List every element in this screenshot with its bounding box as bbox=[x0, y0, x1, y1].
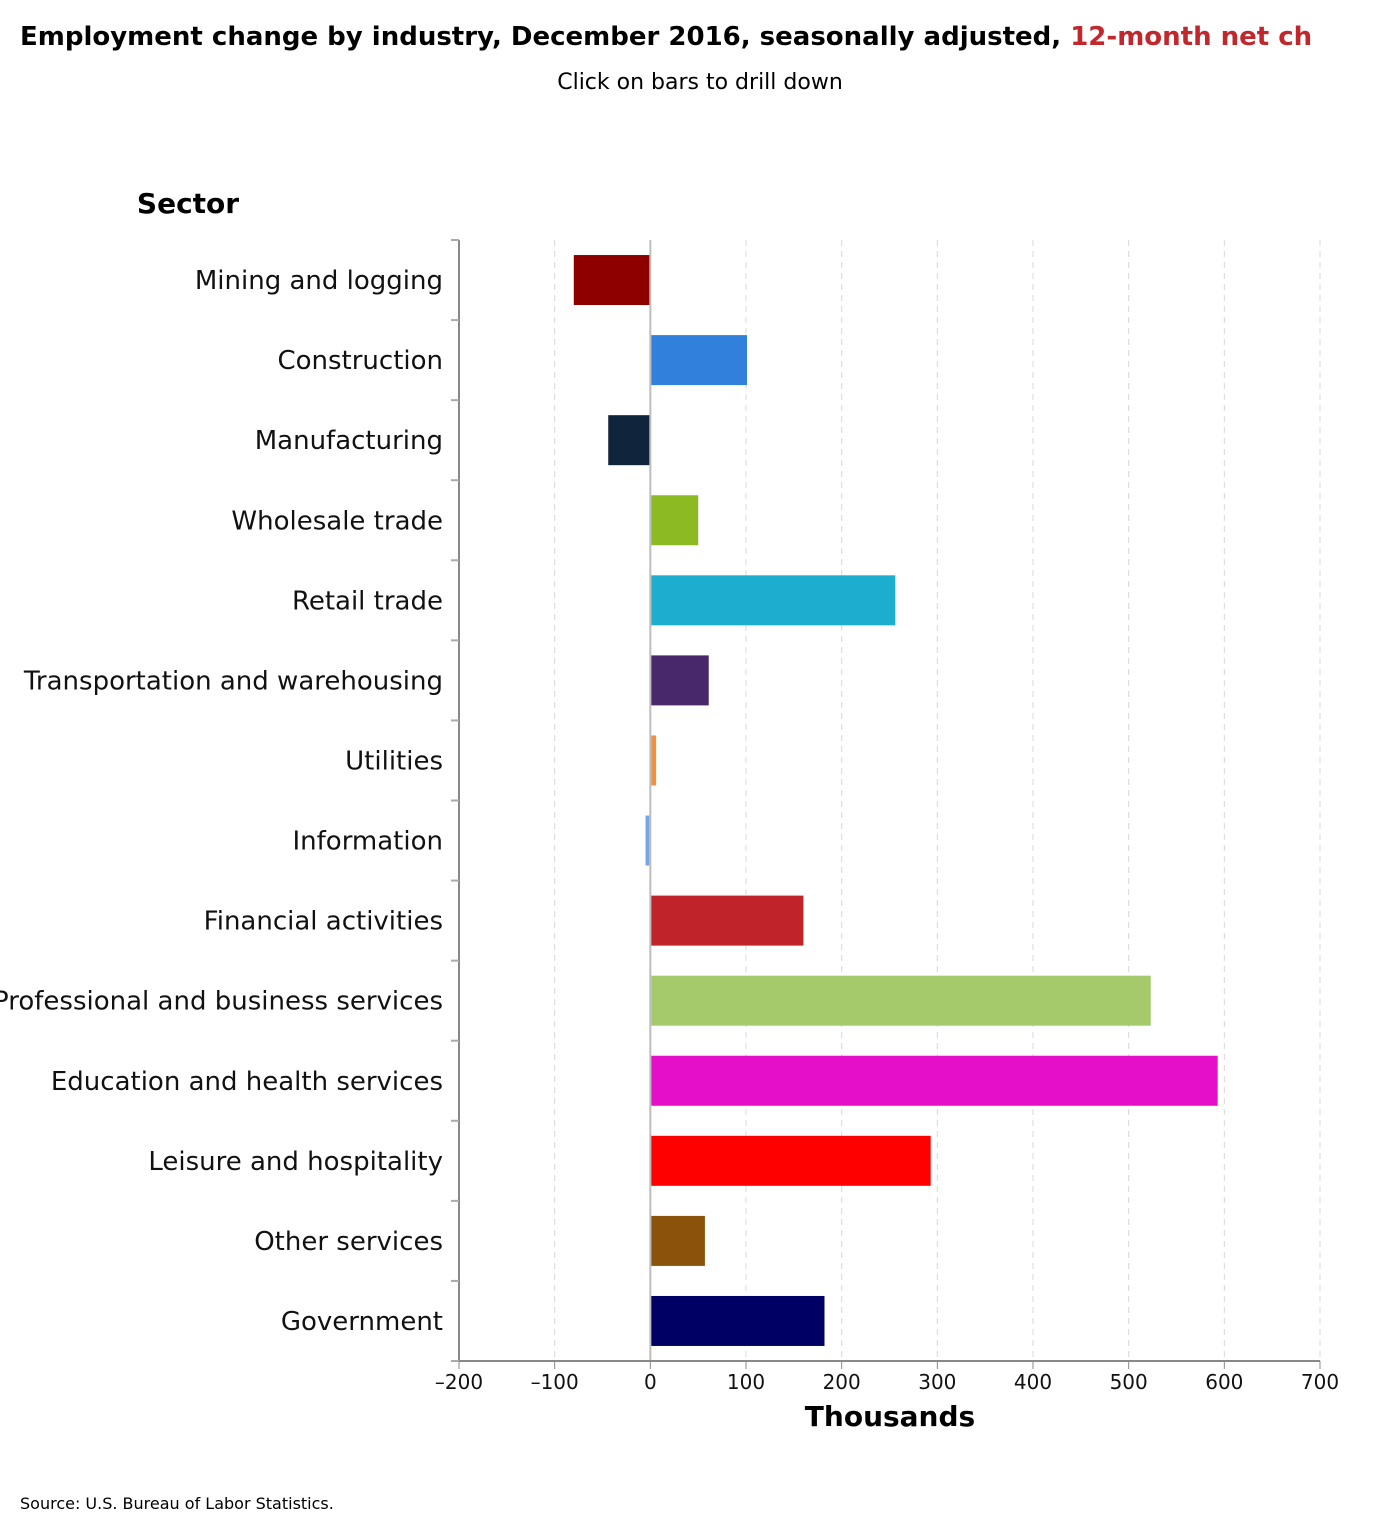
category-label[interactable]: Transportation and warehousing bbox=[23, 666, 443, 696]
bar[interactable] bbox=[651, 975, 1151, 1026]
bar[interactable] bbox=[651, 1215, 705, 1266]
x-tick-label: 200 bbox=[823, 1370, 861, 1394]
bar-chart: –200 –100 0 100 200 300 400 500 600 700 Mining and… bbox=[0, 187, 1339, 1433]
x-tick-label: 0 bbox=[644, 1370, 657, 1394]
category-label[interactable]: Professional and business services bbox=[0, 987, 443, 1017]
category-label[interactable]: Leisure and hospitality bbox=[148, 1147, 443, 1177]
bar[interactable] bbox=[651, 655, 709, 706]
bar[interactable] bbox=[651, 1135, 931, 1186]
bar[interactable] bbox=[651, 575, 896, 626]
category-label[interactable]: Manufacturing bbox=[255, 426, 443, 456]
category-label[interactable]: Government bbox=[281, 1307, 443, 1337]
x-tick-label: 700 bbox=[1301, 1370, 1339, 1394]
x-tick-label: –100 bbox=[531, 1370, 579, 1394]
chart-title-main: Employment change by industry, December … bbox=[20, 22, 1062, 52]
chart-title-highlight: 12-month net ch bbox=[1070, 22, 1313, 52]
category-label[interactable]: Mining and logging bbox=[195, 266, 443, 296]
bar[interactable] bbox=[651, 1295, 825, 1346]
x-tick-label: 100 bbox=[727, 1370, 765, 1394]
bar[interactable] bbox=[651, 495, 699, 546]
bar[interactable] bbox=[651, 1055, 1218, 1106]
category-label[interactable]: Wholesale trade bbox=[231, 506, 443, 536]
category-label[interactable]: Other services bbox=[254, 1227, 443, 1257]
y-axis-title: Sector bbox=[137, 187, 239, 220]
chart-subtitle: Click on bars to drill down bbox=[557, 70, 843, 95]
bar[interactable] bbox=[573, 255, 650, 306]
source-note: Source: U.S. Bureau of Labor Statistics. bbox=[20, 1494, 334, 1513]
bar[interactable] bbox=[645, 815, 650, 866]
category-label[interactable]: Financial activities bbox=[204, 907, 443, 937]
x-tick-label: –200 bbox=[435, 1370, 483, 1394]
category-label[interactable]: Education and health services bbox=[51, 1067, 443, 1097]
x-axis-title: Thousands bbox=[805, 1400, 975, 1433]
bar[interactable] bbox=[651, 335, 747, 386]
x-tick-label: 600 bbox=[1205, 1370, 1243, 1394]
category-label[interactable]: Construction bbox=[277, 346, 443, 376]
category-label[interactable]: Information bbox=[292, 827, 443, 857]
x-tick-label: 400 bbox=[1014, 1370, 1052, 1394]
bar[interactable] bbox=[651, 735, 657, 786]
bar[interactable] bbox=[608, 415, 650, 466]
bar[interactable] bbox=[651, 895, 804, 946]
x-tick-label: 500 bbox=[1110, 1370, 1148, 1394]
category-label[interactable]: Retail trade bbox=[292, 586, 443, 616]
category-label[interactable]: Utilities bbox=[345, 746, 443, 776]
chart-title: Employment change by industry, December … bbox=[20, 22, 1400, 52]
x-tick-label: 300 bbox=[918, 1370, 956, 1394]
